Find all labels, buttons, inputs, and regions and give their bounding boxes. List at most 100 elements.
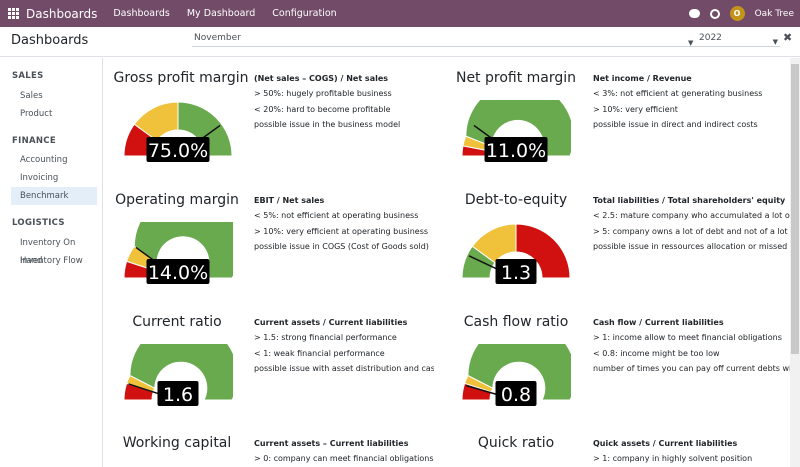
desc-line: > 1: income allow to meet financial obli…	[593, 333, 782, 343]
sidebar-item-product[interactable]: Product	[20, 109, 53, 119]
avatar[interactable]: O	[729, 6, 745, 21]
gauge-segment	[467, 344, 571, 401]
clear-filter-icon[interactable]: ✖	[783, 31, 793, 44]
chat-icon[interactable]	[688, 9, 700, 18]
chevron-down-icon: ▼	[688, 39, 694, 47]
year-select[interactable]: ▼ 2022 ▼	[688, 31, 780, 47]
desc-line: > 5: company owns a lot of debt and not …	[593, 226, 790, 236]
sidebar-item-sales[interactable]: Sales	[20, 91, 43, 101]
card-desc-operating-margin: EBIT / Net sales < 5%: not efficient at …	[254, 193, 434, 254]
gauge-net-profit-margin: 11.0%	[461, 100, 571, 162]
gauge-value: 0.8	[501, 384, 531, 406]
desc-line: number of times you can pay off current …	[593, 363, 790, 373]
desc-line: possible issue with asset distribution a…	[254, 363, 434, 373]
gauge-segment	[177, 101, 233, 157]
card-title-quick-ratio: Quick ratio	[477, 435, 555, 451]
desc-line: < 2.5: mature company who accumulated a …	[593, 211, 790, 221]
desc-line: < 20%: hard to become profitable	[254, 104, 391, 114]
desc-header: EBIT / Net sales	[254, 196, 325, 205]
sidebar: SALES Sales Product FINANCE Accounting I…	[0, 58, 103, 467]
month-select[interactable]: November	[192, 31, 696, 47]
gauge-value: 1.3	[501, 262, 531, 284]
gauge-value-box	[495, 259, 537, 284]
desc-header: Current assets – Current liabilities	[254, 439, 409, 448]
gauge-value-box	[495, 381, 537, 406]
desc-line: < 1: weak financial performance	[254, 348, 385, 358]
sidebar-item-benchmark[interactable]: Benchmark	[11, 187, 97, 205]
card-desc-working-capital: Current assets – Current liabilities > 0…	[254, 436, 434, 467]
sidebar-item-inventory-flow[interactable]: Inventory Flow	[20, 256, 83, 266]
card-desc-net-profit-margin: Net income / Revenue < 3%: not efficient…	[593, 71, 790, 132]
top-navbar: Dashboards Dashboards My Dashboard Confi…	[0, 0, 800, 27]
gauge-value-box	[146, 137, 210, 162]
card-title-cash-flow-ratio: Cash flow ratio	[463, 314, 569, 330]
gauge-value: 75.0%	[148, 140, 208, 162]
company-name[interactable]: Oak Tree	[754, 8, 794, 19]
chevron-down-icon: ▼	[772, 38, 778, 46]
vertical-scrollbar[interactable]	[790, 58, 800, 467]
desc-header: Cash flow / Current liabilities	[593, 318, 724, 327]
gauge-segment	[133, 222, 233, 279]
gauge-current-ratio: 1.6	[123, 344, 233, 406]
gauge-gross-profit-margin: 75.0%	[123, 101, 233, 162]
desc-line: > 50%: hugely profitable business	[254, 89, 392, 99]
desc-header: Current assets / Current liabilities	[254, 318, 408, 327]
sidebar-section-finance: FINANCE	[12, 136, 56, 146]
gauge-cash-flow-ratio: 0.8	[461, 344, 571, 406]
desc-line: possible issue in COGS (Cost of Goods so…	[254, 241, 429, 251]
gauge-value: 14.0%	[148, 262, 208, 284]
desc-line: > 10%: very efficient	[593, 104, 678, 114]
card-desc-cash-flow-ratio: Cash flow / Current liabilities > 1: inc…	[593, 315, 790, 376]
desc-header: Total liabilities / Total shareholders' …	[593, 196, 786, 205]
desc-line: possible issue in direct and indirect co…	[593, 119, 758, 129]
desc-line: possible issue in ressources allocation …	[593, 241, 790, 251]
gauge-segment	[515, 223, 571, 279]
menu-dashboards[interactable]: Dashboards	[113, 8, 170, 19]
desc-line: > 1: company in highly solvent position	[593, 454, 753, 464]
activity-clock-icon[interactable]	[709, 8, 720, 19]
card-desc-gross-profit-margin: (Net sales – COGS) / Net sales > 50%: hu…	[254, 71, 434, 132]
gauge-value-box	[157, 381, 199, 406]
desc-header: Net income / Revenue	[593, 74, 692, 83]
desc-header: (Net sales – COGS) / Net sales	[254, 74, 389, 83]
sidebar-item-invoicing[interactable]: Invoicing	[20, 173, 59, 183]
desc-line: < 0.8: income might be too low	[593, 348, 720, 358]
scrollbar-thumb[interactable]	[791, 64, 799, 354]
menu-my-dashboard[interactable]: My Dashboard	[186, 8, 256, 19]
apps-menu-icon[interactable]	[8, 8, 19, 19]
gauge-value: 1.6	[163, 384, 193, 406]
desc-header: Quick assets / Current liabilities	[593, 439, 738, 448]
gauge-value-box	[484, 137, 548, 162]
page-title: Dashboards	[11, 33, 89, 48]
desc-line: > 0: company can meet financial obligati…	[254, 454, 434, 464]
card-title-gross-profit-margin: Gross profit margin	[113, 70, 249, 86]
card-desc-debt-to-equity: Total liabilities / Total shareholders' …	[593, 193, 790, 254]
month-value: November	[194, 33, 241, 43]
gauge-value: 11.0%	[486, 140, 546, 162]
sidebar-item-inventory-on-hand[interactable]: Inventory On Hand	[20, 238, 76, 266]
control-panel: Dashboards November ▼ 2022 ▼ ✖	[0, 27, 800, 57]
sidebar-section-logistics: LOGISTICS	[12, 218, 65, 228]
card-desc-quick-ratio: Quick assets / Current liabilities > 1: …	[593, 436, 790, 467]
year-value: 2022	[699, 33, 722, 43]
gauge-value-box	[146, 259, 210, 284]
card-title-working-capital: Working capital	[122, 435, 232, 451]
desc-line: possible issue in the business model	[254, 119, 401, 129]
menu-configuration[interactable]: Configuration	[272, 8, 337, 19]
desc-line: < 3%: not efficient at generating busine…	[593, 89, 763, 99]
card-title-current-ratio: Current ratio	[132, 314, 222, 330]
sidebar-section-sales: SALES	[12, 71, 44, 81]
card-title-net-profit-margin: Net profit margin	[455, 70, 577, 86]
dashboard-content: Gross profit margin 75.0% (Net sales – C…	[104, 58, 790, 467]
desc-line: > 10%: very efficient at operating busin…	[254, 226, 429, 236]
sidebar-item-accounting[interactable]: Accounting	[20, 155, 68, 165]
app-name[interactable]: Dashboards	[26, 6, 98, 21]
gauge-segment	[129, 344, 233, 401]
desc-line: < 5%: not efficient at operating busines…	[254, 211, 419, 221]
card-desc-current-ratio: Current assets / Current liabilities > 1…	[254, 315, 434, 376]
desc-line: > 1.5: strong financial performance	[254, 333, 397, 343]
gauge-operating-margin: 14.0%	[123, 222, 233, 284]
gauge-debt-to-equity: 1.3	[461, 223, 571, 284]
card-title-debt-to-equity: Debt-to-equity	[464, 192, 568, 208]
card-title-operating-margin: Operating margin	[115, 192, 239, 208]
